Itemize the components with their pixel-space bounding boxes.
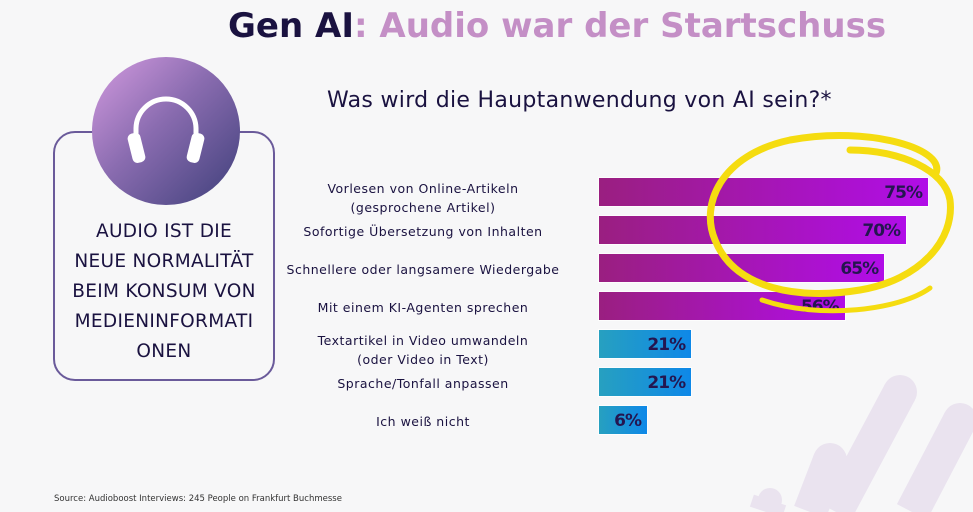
data-label: 75% [884, 183, 923, 203]
bar-row: Sofortige Übersetzung von Inhalten 70% [0, 214, 973, 252]
bar-row: Schnellere oder langsamere Wiedergabe 65% [0, 252, 973, 290]
category-label-line: Textartikel in Video umwandeln [317, 333, 529, 348]
category-label: Sofortige Übersetzung von Inhalten [273, 222, 573, 241]
card-text-line: NEUE NORMALITÄT [74, 251, 254, 272]
category-label-line: (oder Video in Text) [357, 352, 489, 367]
category-label-line: Ich weiß nicht [376, 414, 470, 429]
bar-row: Vorlesen von Online-Artikeln (gesprochene… [0, 176, 973, 217]
bar: 70% [599, 216, 907, 244]
category-label-line: Schnellere oder langsamere Wiedergabe [286, 262, 560, 277]
data-label: 65% [840, 259, 879, 279]
bar-row: Textartikel in Video umwandeln (oder Vide… [0, 328, 973, 369]
category-label: Sprache/Tonfall anpassen [273, 374, 573, 393]
category-label-line: Sprache/Tonfall anpassen [337, 376, 509, 391]
card-text-line: MEDIENINFORMATI [74, 311, 254, 332]
headphones-badge [92, 57, 240, 205]
bar-chart: Vorlesen von Online-Artikeln (gesprochene… [0, 176, 973, 442]
category-label: Mit einem KI-Agenten sprechen [273, 298, 573, 317]
card-text-line: ONEN [136, 341, 192, 362]
data-label: 6% [614, 411, 642, 431]
data-label: 21% [647, 373, 686, 393]
card-text: AUDIO IST DIE NEUE NORMALITÄT BEIM KONSU… [53, 217, 275, 367]
bar-row: Sprache/Tonfall anpassen 21% [0, 366, 973, 404]
category-label-line: Vorlesen von Online-Artikeln [327, 181, 519, 196]
card-text-line: BEIM KONSUM VON [72, 281, 256, 302]
page-title: Gen AI: Audio war der Startschuss [228, 6, 887, 46]
bar: 21% [599, 368, 692, 396]
chart-title: Was wird die Hauptanwendung von AI sein?… [327, 88, 832, 113]
category-label-line: Sofortige Übersetzung von Inhalten [303, 224, 543, 239]
category-label-line: Mit einem KI-Agenten sprechen [317, 300, 529, 315]
data-label: 56% [800, 297, 840, 317]
headphones-icon [127, 96, 205, 163]
category-label: Textartikel in Video umwandeln (oder Vide… [273, 331, 573, 369]
bar: 65% [599, 254, 885, 282]
bar-row: Ich weiß nicht 6% [0, 404, 973, 442]
card-text-line: AUDIO IST DIE [95, 221, 232, 242]
category-label: Vorlesen von Online-Artikeln (gesprochene… [273, 179, 573, 217]
bar: 75% [599, 178, 928, 206]
bar: 56% [599, 292, 845, 320]
bar: 21% [599, 330, 692, 358]
data-label: 21% [647, 335, 686, 355]
bar: 6% [599, 406, 647, 434]
category-label-line: (gesprochene Artikel) [350, 200, 496, 215]
bar-row: Mit einem KI-Agenten sprechen 56% [0, 290, 973, 328]
data-label: 70% [862, 221, 901, 241]
source-note: Source: Audioboost Interviews: 245 Peopl… [54, 494, 342, 504]
category-label: Ich weiß nicht [273, 412, 573, 431]
category-label: Schnellere oder langsamere Wiedergabe [273, 260, 573, 279]
